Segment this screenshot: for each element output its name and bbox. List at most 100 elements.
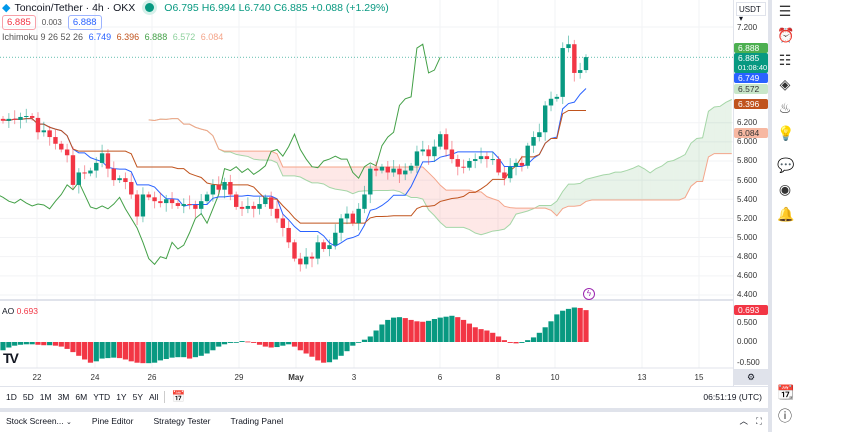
maximize-icon[interactable]: ⛶ [756,415,762,426]
tradingview-logo-icon[interactable]: TV [3,350,19,366]
tab-pine-editor[interactable]: Pine Editor [91,416,134,426]
span-b-line [148,118,732,217]
tab-stock-screener[interactable]: Stock Screen... ⌄ [6,416,72,426]
ao-bar [466,323,472,342]
price-axis-label: 5.200 [737,213,758,223]
candle [175,203,181,206]
price-chart[interactable] [0,0,733,386]
layers-icon[interactable]: ◈ [779,76,791,92]
range-5d[interactable]: 5D [22,391,34,402]
range-6m[interactable]: 6M [75,391,88,402]
buy-button[interactable]: 6.888 [67,15,102,30]
ichimoku-cloud [381,166,388,191]
candle [123,178,128,183]
ao-bar [484,330,490,342]
symbol-title[interactable]: Toncoin/Tether · 4h · OKX [14,1,136,14]
ao-bar [507,342,513,343]
price-axis-label: 4.600 [737,271,758,281]
ichimoku-cloud [434,178,441,223]
ichimoku-cloud [242,151,248,157]
last-price-badge: 6.885 01:08:40 [734,53,768,73]
calendar-icon[interactable]: 📆 [777,384,795,400]
ichimoku-cloud [510,207,517,225]
ichimoku-cloud [411,166,417,198]
ao-bar [70,342,76,353]
range-3m[interactable]: 3M [57,391,70,402]
ao-bar [35,342,41,345]
notification-bell-icon[interactable]: 🔔 [777,206,795,222]
tab-strategy-tester[interactable]: Strategy Tester [153,416,211,426]
range-all[interactable]: All [149,391,159,402]
ichimoku-cloud [341,166,347,192]
ao-legend[interactable]: AO 0.693 [2,306,38,316]
ao-bar [52,342,59,346]
price-axis-label: 6.000 [737,137,758,147]
candle [0,118,6,121]
ichimoku-cloud [667,160,674,200]
price-axis[interactable] [733,0,768,386]
help-icon[interactable]: ⓘ [778,408,792,424]
ao-bar [315,342,321,361]
date-range-calendar-icon[interactable]: 📅 [171,391,186,403]
settings-gear-icon[interactable]: ⚙ [734,369,768,385]
range-1d[interactable]: 1D [6,391,17,402]
close-value: C6.885 [273,1,308,14]
utc-clock[interactable]: 06:51:19 (UTC) [703,391,762,402]
range-ytd[interactable]: YTD [93,391,111,402]
ao-bar [560,310,566,342]
currency-select[interactable]: USDT ▾ [736,2,766,23]
lightning-event-icon[interactable]: ϟ [583,288,595,300]
broadcast-icon[interactable]: ◉ [778,181,792,197]
candle [286,227,291,243]
ao-axis-label: -0.500 [737,358,760,367]
add-list-icon[interactable]: ☷ [778,52,792,68]
ao-bar [554,314,560,342]
ao-bar [210,342,216,351]
candle [169,199,175,204]
chat-icon[interactable]: 💬 [777,157,795,173]
ao-bar [356,342,362,343]
ichimoku-cloud [486,196,493,233]
range-1m[interactable]: 1M [39,391,52,402]
sell-button[interactable]: 6.885 [2,15,36,30]
candle [519,162,525,166]
ao-axis-label: 0.000 [737,337,758,346]
ichimoku-cloud [708,107,715,157]
candle [146,194,151,198]
candle [53,137,58,144]
ao-bar [542,327,548,342]
ao-bar [385,319,391,342]
ao-bar [501,340,507,342]
range-5y[interactable]: 5Y [132,391,143,402]
ao-bar [530,337,537,342]
fire-icon[interactable]: ♨ [778,100,792,116]
ao-bar [58,342,64,347]
candle [449,149,455,160]
ichimoku-cloud [521,208,528,213]
ichimoku-cloud [422,166,429,210]
tab-trading-panel[interactable]: Trading Panel [230,416,284,426]
ao-bar [169,342,175,358]
ichimoku-cloud [294,166,301,178]
candle [391,168,396,173]
range-1y[interactable]: 1Y [116,391,127,402]
candle [239,206,245,209]
candle [152,197,157,202]
candle [356,208,361,224]
alarm-clock-icon[interactable]: ⏰ [777,27,795,43]
ao-bar [122,342,129,360]
chevron-up-icon[interactable]: ︿ [739,416,749,426]
ao-bar [379,324,385,342]
ichimoku-legend[interactable]: Ichimoku 9 26 52 26 6.749 6.396 6.888 6.… [2,32,223,42]
candle [274,208,280,219]
lightbulb-icon[interactable]: 💡 [777,125,795,141]
ichimoku-cloud [580,179,586,206]
ichimoku-cloud [661,161,668,200]
candle [234,194,239,207]
ichimoku-cloud [620,170,627,200]
ao-bar [128,342,134,362]
ichimoku-cloud [405,166,412,198]
candle [490,159,495,161]
watchlist-icon[interactable]: ☰ [778,3,792,19]
ao-bar [87,342,94,363]
